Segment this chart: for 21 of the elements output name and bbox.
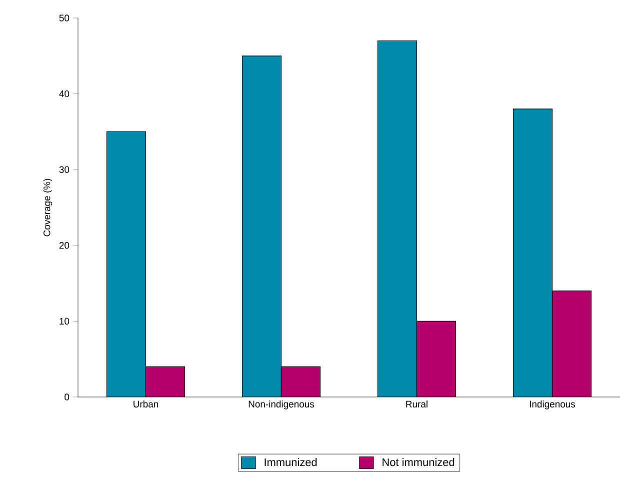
x-tick-label: Non-indigenous (248, 400, 314, 410)
bar (552, 290, 592, 397)
legend-label: Not immunized (382, 458, 454, 466)
bar (416, 321, 456, 397)
x-tick-label: Rural (406, 400, 428, 408)
bar (281, 366, 320, 397)
y-tick-label: 0 (64, 394, 70, 400)
bar (512, 108, 553, 397)
y-tick-label: 50 (59, 14, 70, 22)
bar (378, 40, 417, 397)
y-axis-title: Coverage (%) (43, 178, 52, 236)
bar (106, 132, 146, 397)
x-tick-label: Urban (134, 400, 158, 408)
bar (146, 366, 185, 397)
y-tick-label: 10 (60, 318, 70, 325)
y-tick-label: 40 (59, 90, 70, 98)
bar (242, 56, 282, 397)
y-tick-label: 30 (59, 166, 70, 173)
y-tick-label: 20 (59, 242, 70, 249)
x-tick-label: Indigenous (530, 400, 576, 410)
legend-label: Immunized (264, 458, 317, 466)
